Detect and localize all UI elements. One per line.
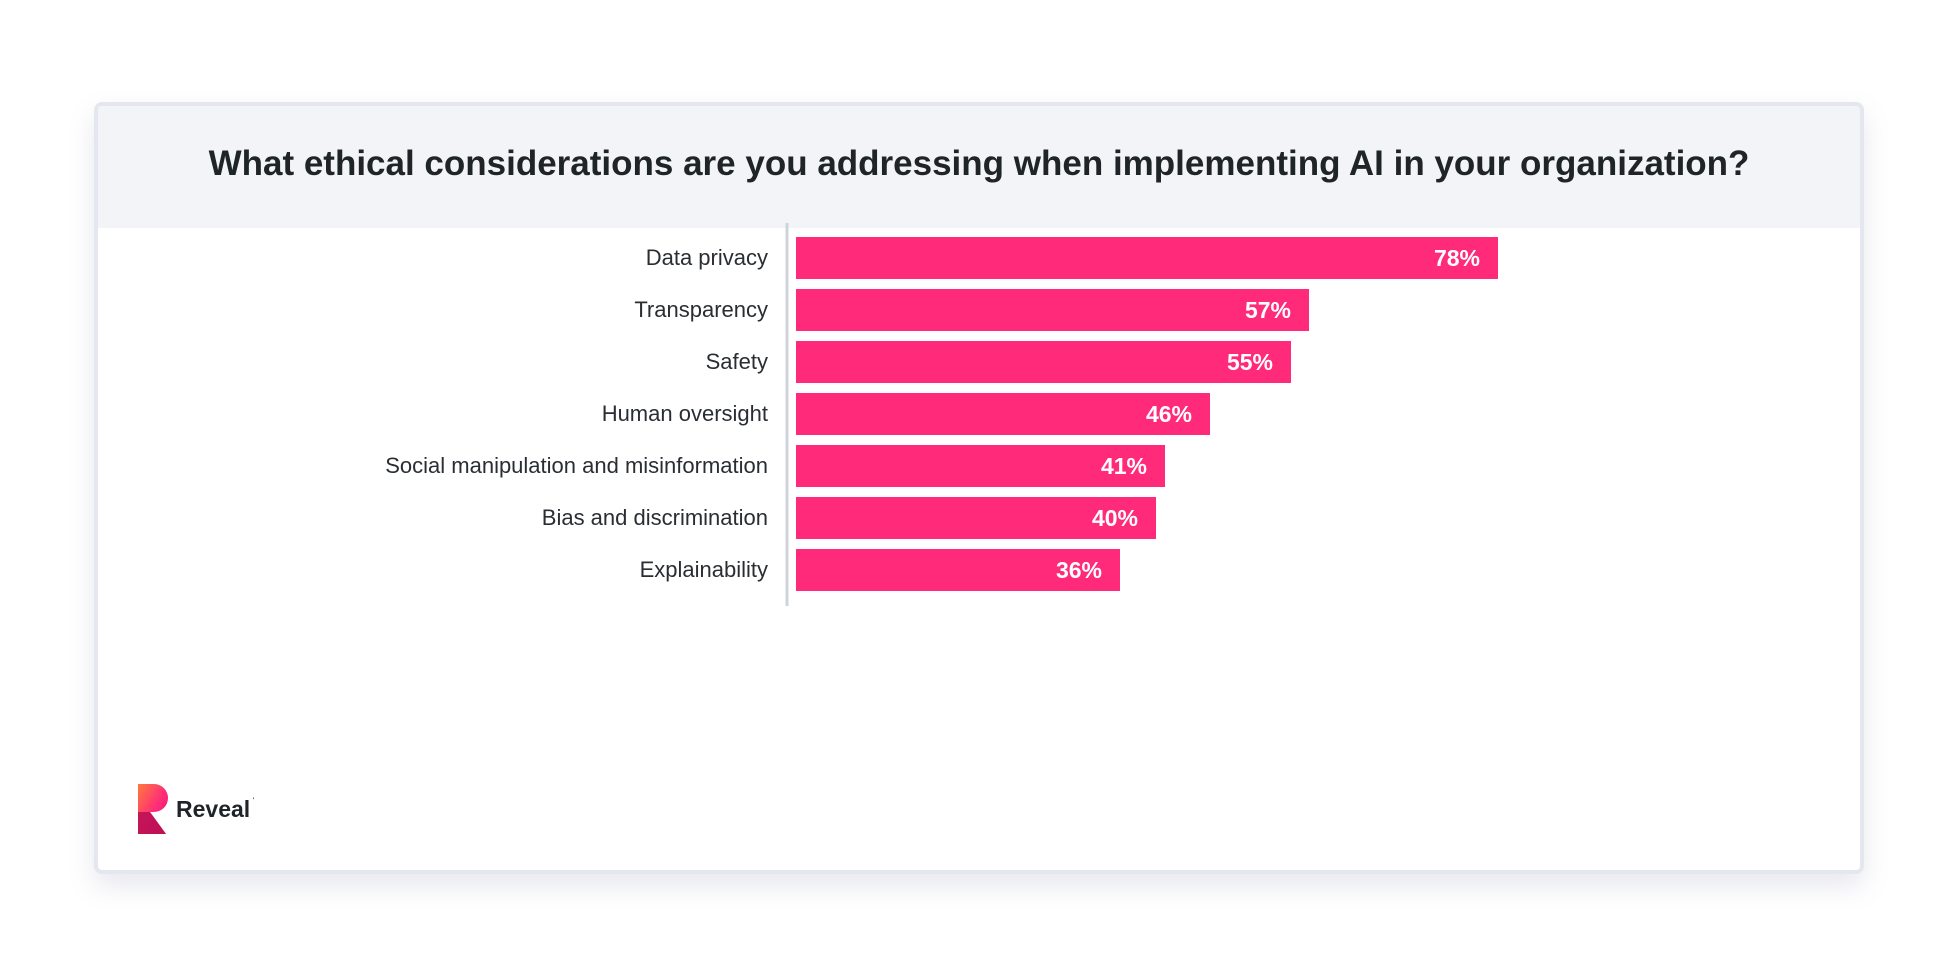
bar-1 (796, 289, 1309, 331)
category-label: Social manipulation and misinformation (385, 453, 768, 478)
reveal-logo-icon (138, 784, 168, 834)
category-label: Bias and discrimination (542, 505, 768, 530)
value-label: 55% (1227, 349, 1273, 375)
bar-2 (796, 341, 1291, 383)
category-label: Data privacy (646, 245, 768, 270)
brand-name: Reveal ' (176, 795, 254, 823)
chart-card: What ethical considerations are you addr… (94, 102, 1864, 874)
value-label: 57% (1245, 297, 1291, 323)
category-label: Safety (706, 349, 768, 374)
bar-4 (796, 445, 1165, 487)
category-label: Transparency (634, 297, 768, 322)
value-label: 41% (1101, 453, 1147, 479)
value-label: 78% (1434, 245, 1480, 271)
brand-name-text: Reveal (176, 795, 251, 822)
value-label: 46% (1146, 401, 1192, 427)
brand-trademark: ' (252, 797, 255, 804)
category-label: Explainability (640, 557, 768, 582)
category-label: Human oversight (602, 401, 768, 426)
chart-title: What ethical considerations are you addr… (208, 144, 1750, 183)
chart-header: What ethical considerations are you addr… (98, 106, 1860, 228)
value-label: 40% (1092, 505, 1138, 531)
bar-6 (796, 549, 1120, 591)
bar-chart: Data privacy 78% Transparency 57% Safety 55% H… (385, 223, 1498, 606)
bar-0 (796, 237, 1498, 279)
bar-5 (796, 497, 1156, 539)
bar-3 (796, 393, 1210, 435)
value-label: 36% (1056, 557, 1102, 583)
brand-logo: Reveal ' (136, 782, 254, 836)
